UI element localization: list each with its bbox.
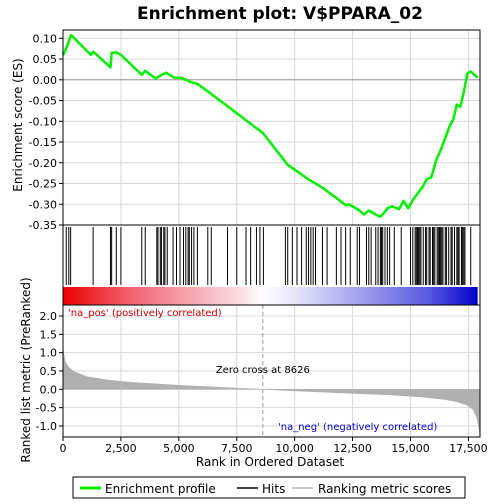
zero-cross-label: Zero cross at 8626 — [216, 365, 310, 376]
metric-xtick-label: 2,500 — [105, 442, 137, 455]
metric-frame — [62, 304, 481, 438]
metric-axis-label: Ranked list metric (PreRanked) — [19, 277, 33, 462]
ranked-metric-panel: 2.0 1.5 1.0 0.5 0.0 -0.5 -1.00 2,500 5,000 7,500 1… — [36, 304, 488, 455]
legend-hits-label: Hits — [262, 482, 285, 496]
metric-ytick-label: -1.0 — [36, 420, 57, 433]
metric-ytick-label: 1.5 — [40, 328, 58, 341]
enrichment-score-panel: 0.10 0.05 0.00 -0.05 -0.10 -0.15 -0.20 -0.25 -0.… — [29, 29, 481, 232]
es-ytick-label: -0.20 — [29, 157, 57, 170]
metric-ytick-label: 0.0 — [40, 383, 58, 396]
es-ytick-label: 0.10 — [33, 32, 58, 45]
na-pos-label: 'na_pos' (positively correlated) — [68, 308, 222, 319]
legend-box — [72, 476, 466, 499]
x-axis-label: Rank in Ordered Dataset — [196, 455, 344, 469]
metric-xtick-label: 15,000 — [391, 442, 430, 455]
es-ytick-label: -0.15 — [29, 136, 57, 149]
legend-metric-label: Ranking metric scores — [318, 482, 451, 496]
es-ytick-label: -0.10 — [29, 115, 57, 128]
metric-ytick-label: 2.0 — [40, 310, 58, 323]
metric-ytick-label: 0.5 — [40, 365, 58, 378]
legend: Enrichment profile Hits Ranking metric s… — [72, 476, 466, 499]
metric-xtick-label: 7,500 — [221, 442, 253, 455]
metric-xtick-label: 12,500 — [333, 442, 372, 455]
hits-panel — [62, 224, 481, 306]
metric-xtick-label: 10,000 — [275, 442, 314, 455]
es-ytick-label: 0.05 — [33, 53, 58, 66]
correlation-color-band — [63, 287, 478, 305]
es-axis-label: Enrichment score (ES) — [11, 58, 25, 191]
es-ytick-label: -0.35 — [29, 219, 57, 232]
es-ytick-label: 0.00 — [33, 74, 58, 87]
chart-title: Enrichment plot: V$PPARA_02 — [137, 4, 423, 24]
es-ytick-label: -0.30 — [29, 198, 57, 211]
metric-xtick-label: 17,500 — [449, 442, 488, 455]
legend-enrichment-label: Enrichment profile — [105, 482, 216, 496]
metric-xtick-label: 0 — [60, 442, 67, 455]
metric-ytick-label: -0.5 — [36, 402, 57, 415]
na-neg-label: 'na_neg' (negatively correlated) — [278, 422, 437, 433]
es-ytick-label: -0.25 — [29, 178, 57, 191]
metric-ytick-label: 1.0 — [40, 347, 58, 360]
metric-xtick-label: 5,000 — [163, 442, 195, 455]
enrichment-profile-line — [61, 33, 479, 218]
es-ytick-label: -0.05 — [29, 95, 57, 108]
